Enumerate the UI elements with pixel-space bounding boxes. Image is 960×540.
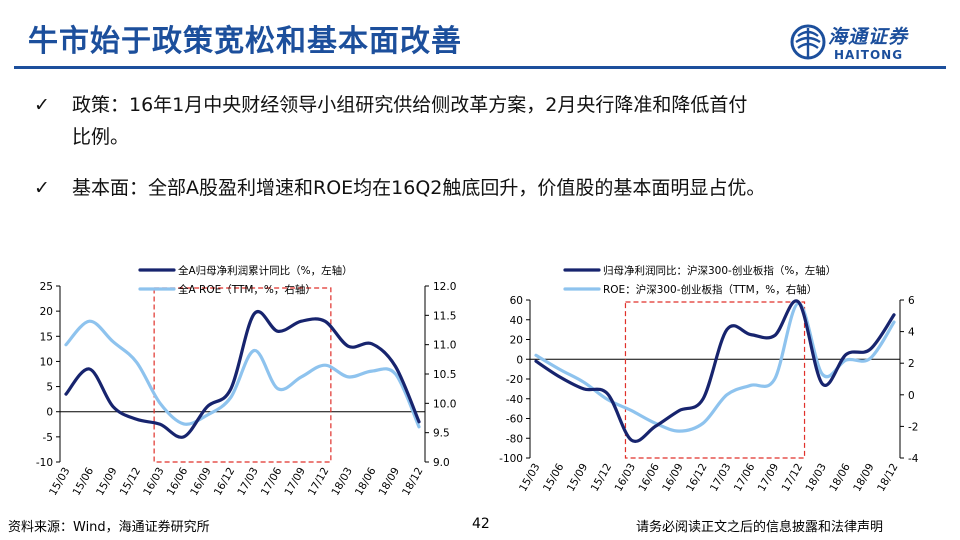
y-right-tick-label: 11.5 bbox=[433, 310, 456, 322]
page-number: 42 bbox=[472, 516, 490, 532]
y-left-tick-label: 40 bbox=[510, 315, 523, 327]
x-tick-label: 16/12 bbox=[212, 466, 238, 498]
x-tick-label: 15/12 bbox=[589, 462, 615, 494]
x-tick-label: 17/06 bbox=[732, 461, 758, 493]
series-line-2 bbox=[534, 301, 896, 433]
legend-label: 全A归母净利润累计同比（%，左轴） bbox=[178, 264, 353, 277]
title-divider bbox=[14, 66, 946, 69]
x-tick-label: 17/03 bbox=[708, 462, 734, 494]
bullet-text: 政策：16年1月中央财经领导小组研究供给侧改革方案，2月央行降准和降低首付 bbox=[72, 94, 748, 116]
x-tick-label: 18/09 bbox=[851, 462, 877, 494]
highlight-period-box bbox=[624, 301, 806, 459]
haitong-logo-icon bbox=[790, 24, 826, 60]
check-icon: ✓ bbox=[34, 94, 50, 116]
haitong-logo: 海通证券 HAITONG bbox=[790, 22, 940, 66]
y-right-tick-label: 6 bbox=[908, 295, 915, 307]
y-left-tick-label: -60 bbox=[506, 414, 523, 426]
y-right-tick-label: 2 bbox=[908, 358, 915, 370]
bullet-text-continued: 比例。 bbox=[72, 126, 130, 148]
disclaimer-note: 请务必阅读正文之后的信息披露和法律声明 bbox=[636, 520, 884, 535]
x-tick-label: 16/03 bbox=[141, 466, 167, 498]
legend-label: 全A ROE（TTM，%，右轴） bbox=[178, 283, 316, 296]
x-tick-label: 15/09 bbox=[565, 462, 591, 494]
x-tick-label: 16/06 bbox=[165, 465, 191, 497]
x-tick-label: 16/03 bbox=[613, 462, 639, 494]
x-tick-label: 15/03 bbox=[517, 462, 543, 494]
x-tick-label: 18/12 bbox=[400, 466, 426, 498]
legend-label: 归母净利润同比：沪深300-创业板指（%，左轴） bbox=[603, 264, 836, 277]
y-left-tick-label: 20 bbox=[510, 335, 523, 347]
x-tick-label: 17/06 bbox=[259, 465, 285, 497]
x-tick-label: 17/09 bbox=[282, 466, 308, 498]
y-left-tick-label: -10 bbox=[36, 457, 53, 469]
y-left-tick-label: 0 bbox=[516, 354, 523, 366]
logo-text-en: HAITONG bbox=[834, 48, 904, 62]
slide-title: 牛市始于政策宽松和基本面改善 bbox=[28, 24, 462, 59]
bullet-text: 基本面：全部A股盈利增速和ROE均在16Q2触底回升，价值股的基本面明显占优。 bbox=[72, 177, 766, 199]
x-tick-label: 18/06 bbox=[353, 465, 379, 497]
y-right-tick-label: 12.0 bbox=[433, 281, 456, 293]
legend-label: ROE：沪深300-创业板指（TTM，%，右轴） bbox=[603, 283, 817, 296]
profit-growth-roe-chart: 25 20 15 10 5 0 -5 -10 12.0 11.5 11.0 10.5 10.0 9.5 9.… bbox=[36, 264, 457, 498]
y-right-tick-label: -2 bbox=[908, 421, 918, 433]
y-right-tick-label: 11.0 bbox=[433, 340, 456, 352]
y-left-tick-label: -100 bbox=[499, 453, 523, 465]
y-left-tick-label: 5 bbox=[46, 382, 53, 394]
y-left-tick-label: 0 bbox=[46, 407, 53, 419]
y-right-tick-label: 10.5 bbox=[433, 369, 456, 381]
bullet-fundamentals: ✓ 基本面：全部A股盈利增速和ROE均在16Q2触底回升，价值股的基本面明显占优… bbox=[34, 173, 934, 205]
x-tick-label: 18/12 bbox=[875, 462, 901, 494]
y-right-tick-label: -4 bbox=[908, 453, 919, 465]
bullet-policy: ✓ 政策：16年1月中央财经领导小组研究供给侧改革方案，2月央行降准和降低首付 … bbox=[34, 90, 914, 152]
x-tick-label: 16/06 bbox=[636, 461, 662, 493]
hs300-vs-chinext-chart: 6040200-20-40-60-80-1006420-2-415/0315/0… bbox=[499, 264, 919, 494]
y-left-tick-label: 10 bbox=[40, 356, 53, 368]
x-tick-label: 15/12 bbox=[118, 466, 144, 498]
y-right-tick-label: 9.0 bbox=[433, 457, 450, 469]
y-left-tick-label: -20 bbox=[506, 374, 523, 386]
y-left-tick-label: 15 bbox=[40, 331, 53, 343]
y-left-tick-label: 25 bbox=[40, 281, 53, 293]
x-tick-label: 17/03 bbox=[235, 466, 261, 498]
x-tick-label: 15/03 bbox=[47, 466, 73, 498]
x-tick-label: 17/09 bbox=[756, 462, 782, 494]
x-tick-label: 18/03 bbox=[329, 466, 355, 498]
series-line-1 bbox=[534, 299, 896, 443]
logo-text-cn: 海通证券 bbox=[828, 26, 909, 48]
highlight-period-box bbox=[153, 287, 332, 463]
x-tick-label: 18/03 bbox=[803, 462, 829, 494]
y-left-tick-label: 20 bbox=[40, 306, 53, 318]
y-right-tick-label: 10.0 bbox=[433, 398, 456, 410]
x-tick-label: 16/09 bbox=[660, 462, 686, 494]
y-right-tick-label: 0 bbox=[908, 390, 915, 402]
series-line-1 bbox=[64, 310, 421, 439]
x-tick-label: 15/06 bbox=[541, 461, 567, 493]
y-right-tick-label: 9.5 bbox=[433, 428, 450, 440]
check-icon: ✓ bbox=[34, 177, 50, 199]
x-tick-label: 15/06 bbox=[71, 465, 97, 497]
x-tick-label: 16/09 bbox=[188, 466, 214, 498]
y-left-tick-label: -40 bbox=[506, 394, 523, 406]
y-left-tick-label: 60 bbox=[510, 295, 523, 307]
x-tick-label: 17/12 bbox=[780, 462, 806, 494]
source-note: 资料来源：Wind，海通证券研究所 bbox=[8, 520, 210, 535]
series-line-2 bbox=[64, 319, 421, 429]
x-tick-label: 15/09 bbox=[94, 466, 120, 498]
y-right-tick-label: 4 bbox=[908, 327, 915, 339]
x-tick-label: 17/12 bbox=[306, 466, 332, 498]
y-left-tick-label: -80 bbox=[506, 433, 523, 445]
x-tick-label: 18/09 bbox=[377, 466, 403, 498]
y-left-tick-label: -5 bbox=[43, 432, 53, 444]
x-tick-label: 18/06 bbox=[827, 461, 853, 493]
x-tick-label: 16/12 bbox=[684, 462, 710, 494]
